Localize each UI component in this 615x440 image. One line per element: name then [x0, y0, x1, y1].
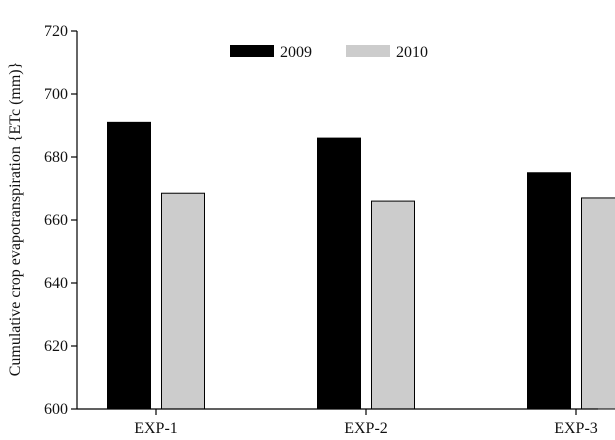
y-axis-label: Cumulative crop evapotranspiration {ETc …: [7, 62, 24, 377]
legend: 2009 2010: [230, 44, 428, 61]
bar-2010-exp-3: [581, 197, 615, 410]
y-axis-ticks: 600 620 640 660 680 700 720: [44, 23, 77, 418]
bar-2009-exp-2: [317, 137, 361, 410]
bar-2010-exp-2: [371, 200, 415, 410]
y-tick-label: 600: [44, 401, 68, 418]
x-tick-label: EXP-1: [134, 420, 178, 437]
y-tick-label: 640: [44, 275, 68, 292]
legend-label-2010: 2010: [396, 44, 428, 61]
y-tick-label: 680: [44, 149, 68, 166]
x-axis-ticks: EXP-1 EXP-2 EXP-3: [134, 409, 598, 437]
bars: [107, 121, 615, 410]
y-tick-label: 660: [44, 212, 68, 229]
legend-swatch-2009: [230, 45, 274, 57]
x-tick-label: EXP-3: [554, 420, 598, 437]
legend-swatch-2010: [346, 45, 390, 57]
y-tick-label: 720: [44, 23, 68, 40]
x-tick-label: EXP-2: [344, 420, 388, 437]
y-tick-label: 700: [44, 86, 68, 103]
bar-2009-exp-3: [527, 172, 571, 410]
y-tick-label: 620: [44, 338, 68, 355]
bar-2010-exp-1: [161, 192, 205, 410]
legend-label-2009: 2009: [280, 44, 312, 61]
bar-2009-exp-1: [107, 121, 151, 410]
